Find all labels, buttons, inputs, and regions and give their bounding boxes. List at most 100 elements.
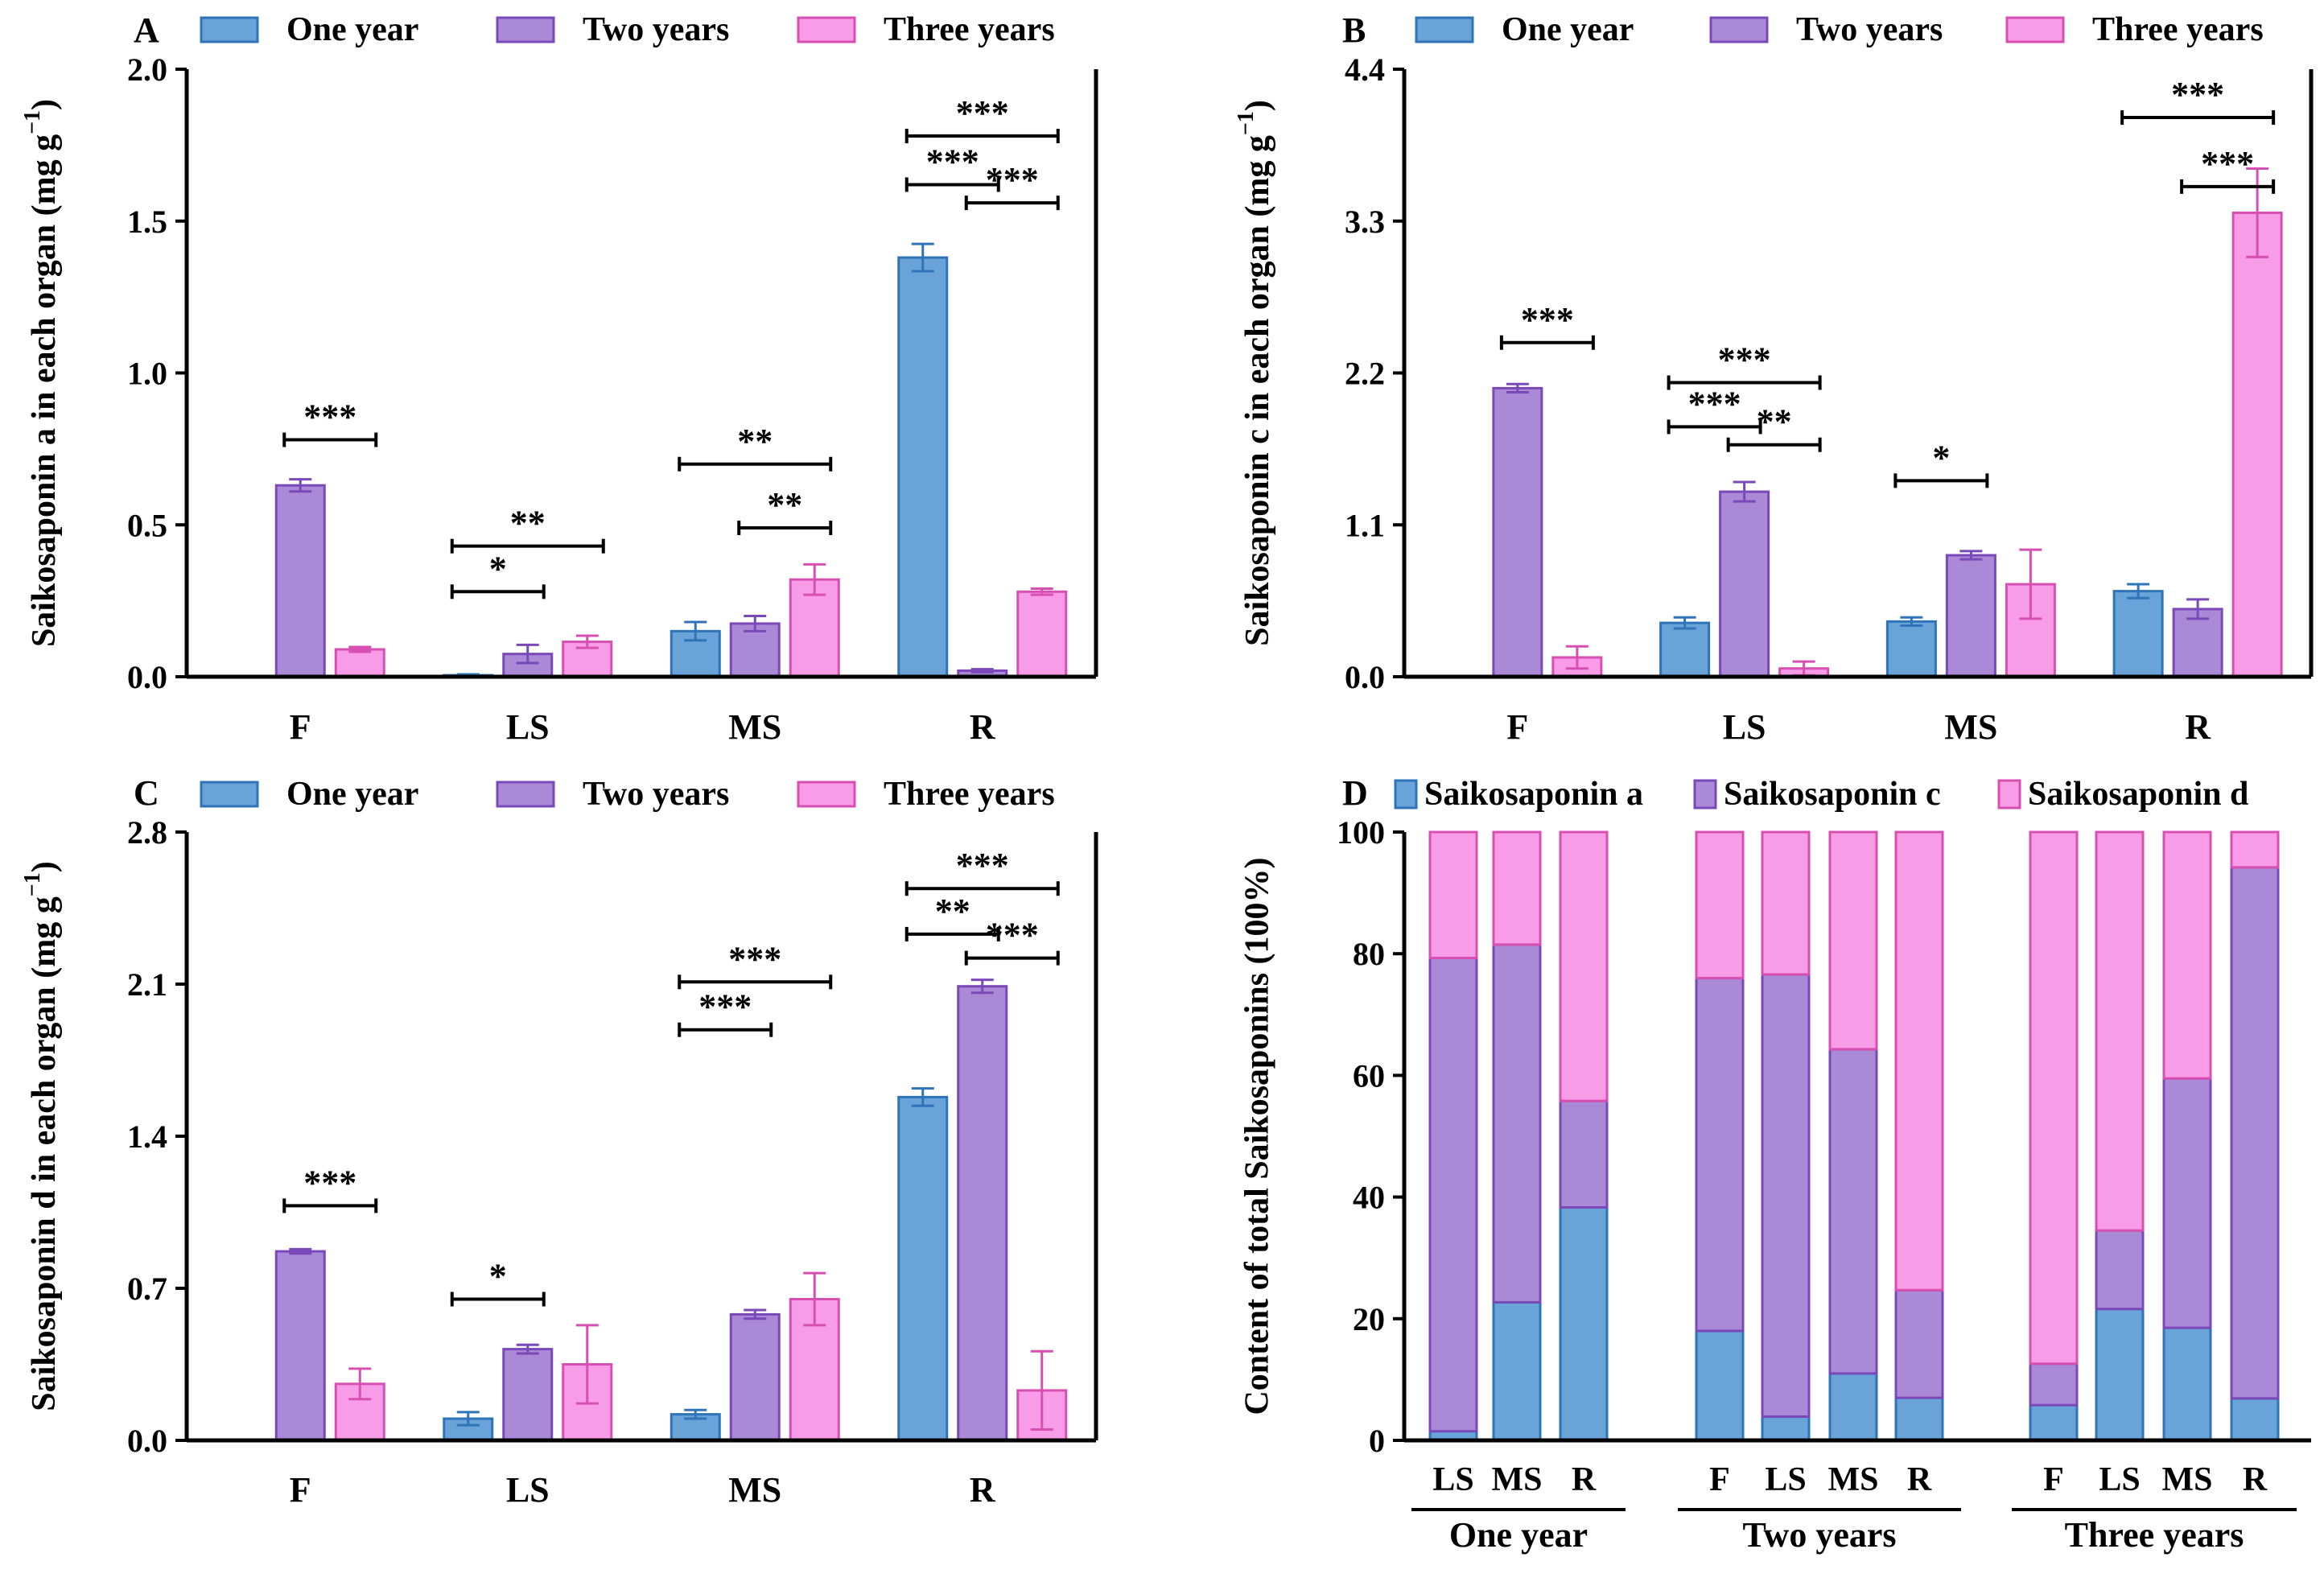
x-tick-label: R <box>970 1470 996 1510</box>
group-label: One year <box>1449 1515 1588 1555</box>
y-tick-label: 1.0 <box>127 356 167 392</box>
significance-label: ** <box>1757 402 1792 442</box>
legend-swatch <box>1394 779 1418 810</box>
panel-letter: C <box>134 773 159 813</box>
legend-label: One year <box>286 11 418 48</box>
x-tick-label: LS <box>506 1470 550 1510</box>
legend-label: Two years <box>1796 11 1943 48</box>
panel-D: D Saikosaponin a Saikosaponin c Saikosaponi… <box>1239 773 2311 1555</box>
bar <box>1016 590 1068 678</box>
x-tick-label: R <box>970 707 996 747</box>
legend-swatch <box>200 16 259 43</box>
y-tick-label: 2.8 <box>127 814 167 851</box>
y-tick-label: 2.2 <box>1345 356 1385 392</box>
x-tick-label: MS <box>728 707 781 747</box>
legend-swatch <box>1997 779 2021 810</box>
y-tick-label: 2.0 <box>127 51 167 88</box>
y-axis-label: Saikosaponin c in each organ (mg g−1) <box>1234 100 1276 646</box>
significance-label: ** <box>510 504 546 543</box>
stacked-bar-segment <box>1492 1300 1542 1442</box>
bar <box>1659 621 1711 678</box>
significance-label: ** <box>737 422 773 461</box>
bar <box>2231 211 2283 678</box>
y-axis-label: Saikosaponin a in each organ (mg g−1) <box>20 99 63 647</box>
bar <box>1492 386 1543 678</box>
significance-label: *** <box>1688 384 1741 423</box>
stacked-bar-segment <box>2162 1326 2212 1442</box>
y-tick-label: 0.7 <box>127 1271 167 1307</box>
significance-label: *** <box>956 93 1009 133</box>
y-axis-label: Content of total Saikosaponins (100%) <box>1239 857 1276 1415</box>
legend-swatch <box>797 781 856 808</box>
stacked-bar-segment <box>1761 1415 1811 1442</box>
y-tick-label: 40 <box>1353 1180 1385 1216</box>
bar <box>1719 490 1770 678</box>
y-tick-label: 4.4 <box>1345 51 1385 88</box>
stacked-bar-segment <box>1695 1329 1745 1442</box>
significance-label: ** <box>935 892 970 931</box>
legend-swatch <box>1693 779 1717 810</box>
bar <box>729 1312 781 1442</box>
significance-label: *** <box>2171 75 2224 114</box>
group-label: Two years <box>1742 1515 1896 1555</box>
significance-label: *** <box>728 939 781 978</box>
stacked-bar-segment <box>1894 1396 1944 1442</box>
y-tick-label: 1.1 <box>1345 507 1385 543</box>
legend-swatch <box>496 781 555 808</box>
legend-label: Three years <box>884 11 1055 48</box>
stacked-bar-segment <box>2162 1077 2212 1329</box>
legend-swatch <box>797 16 856 43</box>
significance-label: * <box>489 1257 507 1296</box>
stacked-bar-segment <box>1559 1205 1609 1442</box>
stacked-bar-segment <box>1828 1048 1878 1375</box>
y-tick-label: 100 <box>1337 814 1385 851</box>
stacked-bar-segment <box>2095 1308 2145 1442</box>
panel-letter: B <box>1342 10 1366 50</box>
stacked-bar-segment <box>2230 1397 2280 1442</box>
bar <box>2112 590 2164 678</box>
legend-label: Saikosaponin c <box>1724 776 1941 813</box>
significance-label: *** <box>2201 144 2254 183</box>
significance-label: ** <box>767 485 802 525</box>
significance-label: *** <box>1718 340 1771 380</box>
group-label: Three years <box>2065 1515 2244 1555</box>
stacked-bar-segment <box>2230 866 2280 1400</box>
legend-label: Three years <box>884 776 1055 813</box>
y-tick-label: 1.5 <box>127 204 167 240</box>
x-tick-label: MS <box>1828 1461 1879 1498</box>
y-tick-label: 2.1 <box>127 966 167 1003</box>
significance-label: *** <box>926 142 979 181</box>
y-tick-label: 80 <box>1353 936 1385 972</box>
y-axis-label: Saikosaponin d in each organ (mg g−1) <box>20 861 63 1411</box>
significance-label: *** <box>1521 300 1574 340</box>
x-tick-label: R <box>2185 707 2211 747</box>
x-tick-label: LS <box>1723 707 1766 747</box>
bar <box>897 256 949 678</box>
legend-label: One year <box>1502 11 1634 48</box>
x-tick-label: F <box>290 1470 311 1510</box>
bar <box>897 1095 949 1442</box>
x-tick-label: MS <box>728 1470 781 1510</box>
stacked-bar-segment <box>1828 1372 1878 1442</box>
y-tick-label: 3.3 <box>1345 204 1385 240</box>
stacked-bar-segment <box>2095 1229 2145 1311</box>
stacked-bar-segment <box>2029 830 2079 1366</box>
stacked-bar-segment <box>1894 1288 1944 1399</box>
x-tick-label: MS <box>1492 1461 1543 1498</box>
significance-label: *** <box>303 1163 356 1202</box>
legend-swatch <box>1415 16 1474 43</box>
y-tick-label: 1.4 <box>127 1119 167 1155</box>
x-tick-label: LS <box>2099 1461 2140 1498</box>
significance-label: *** <box>698 987 752 1027</box>
legend-label: Saikosaponin a <box>1424 776 1643 813</box>
stacked-bar-segment <box>2162 830 2212 1080</box>
x-tick-label: F <box>1709 1461 1730 1498</box>
panel-letter: A <box>134 10 159 50</box>
legend-label: One year <box>286 776 418 813</box>
bar <box>274 1250 326 1442</box>
stacked-bar-segment <box>1492 943 1542 1304</box>
legend-swatch <box>2005 16 2065 43</box>
